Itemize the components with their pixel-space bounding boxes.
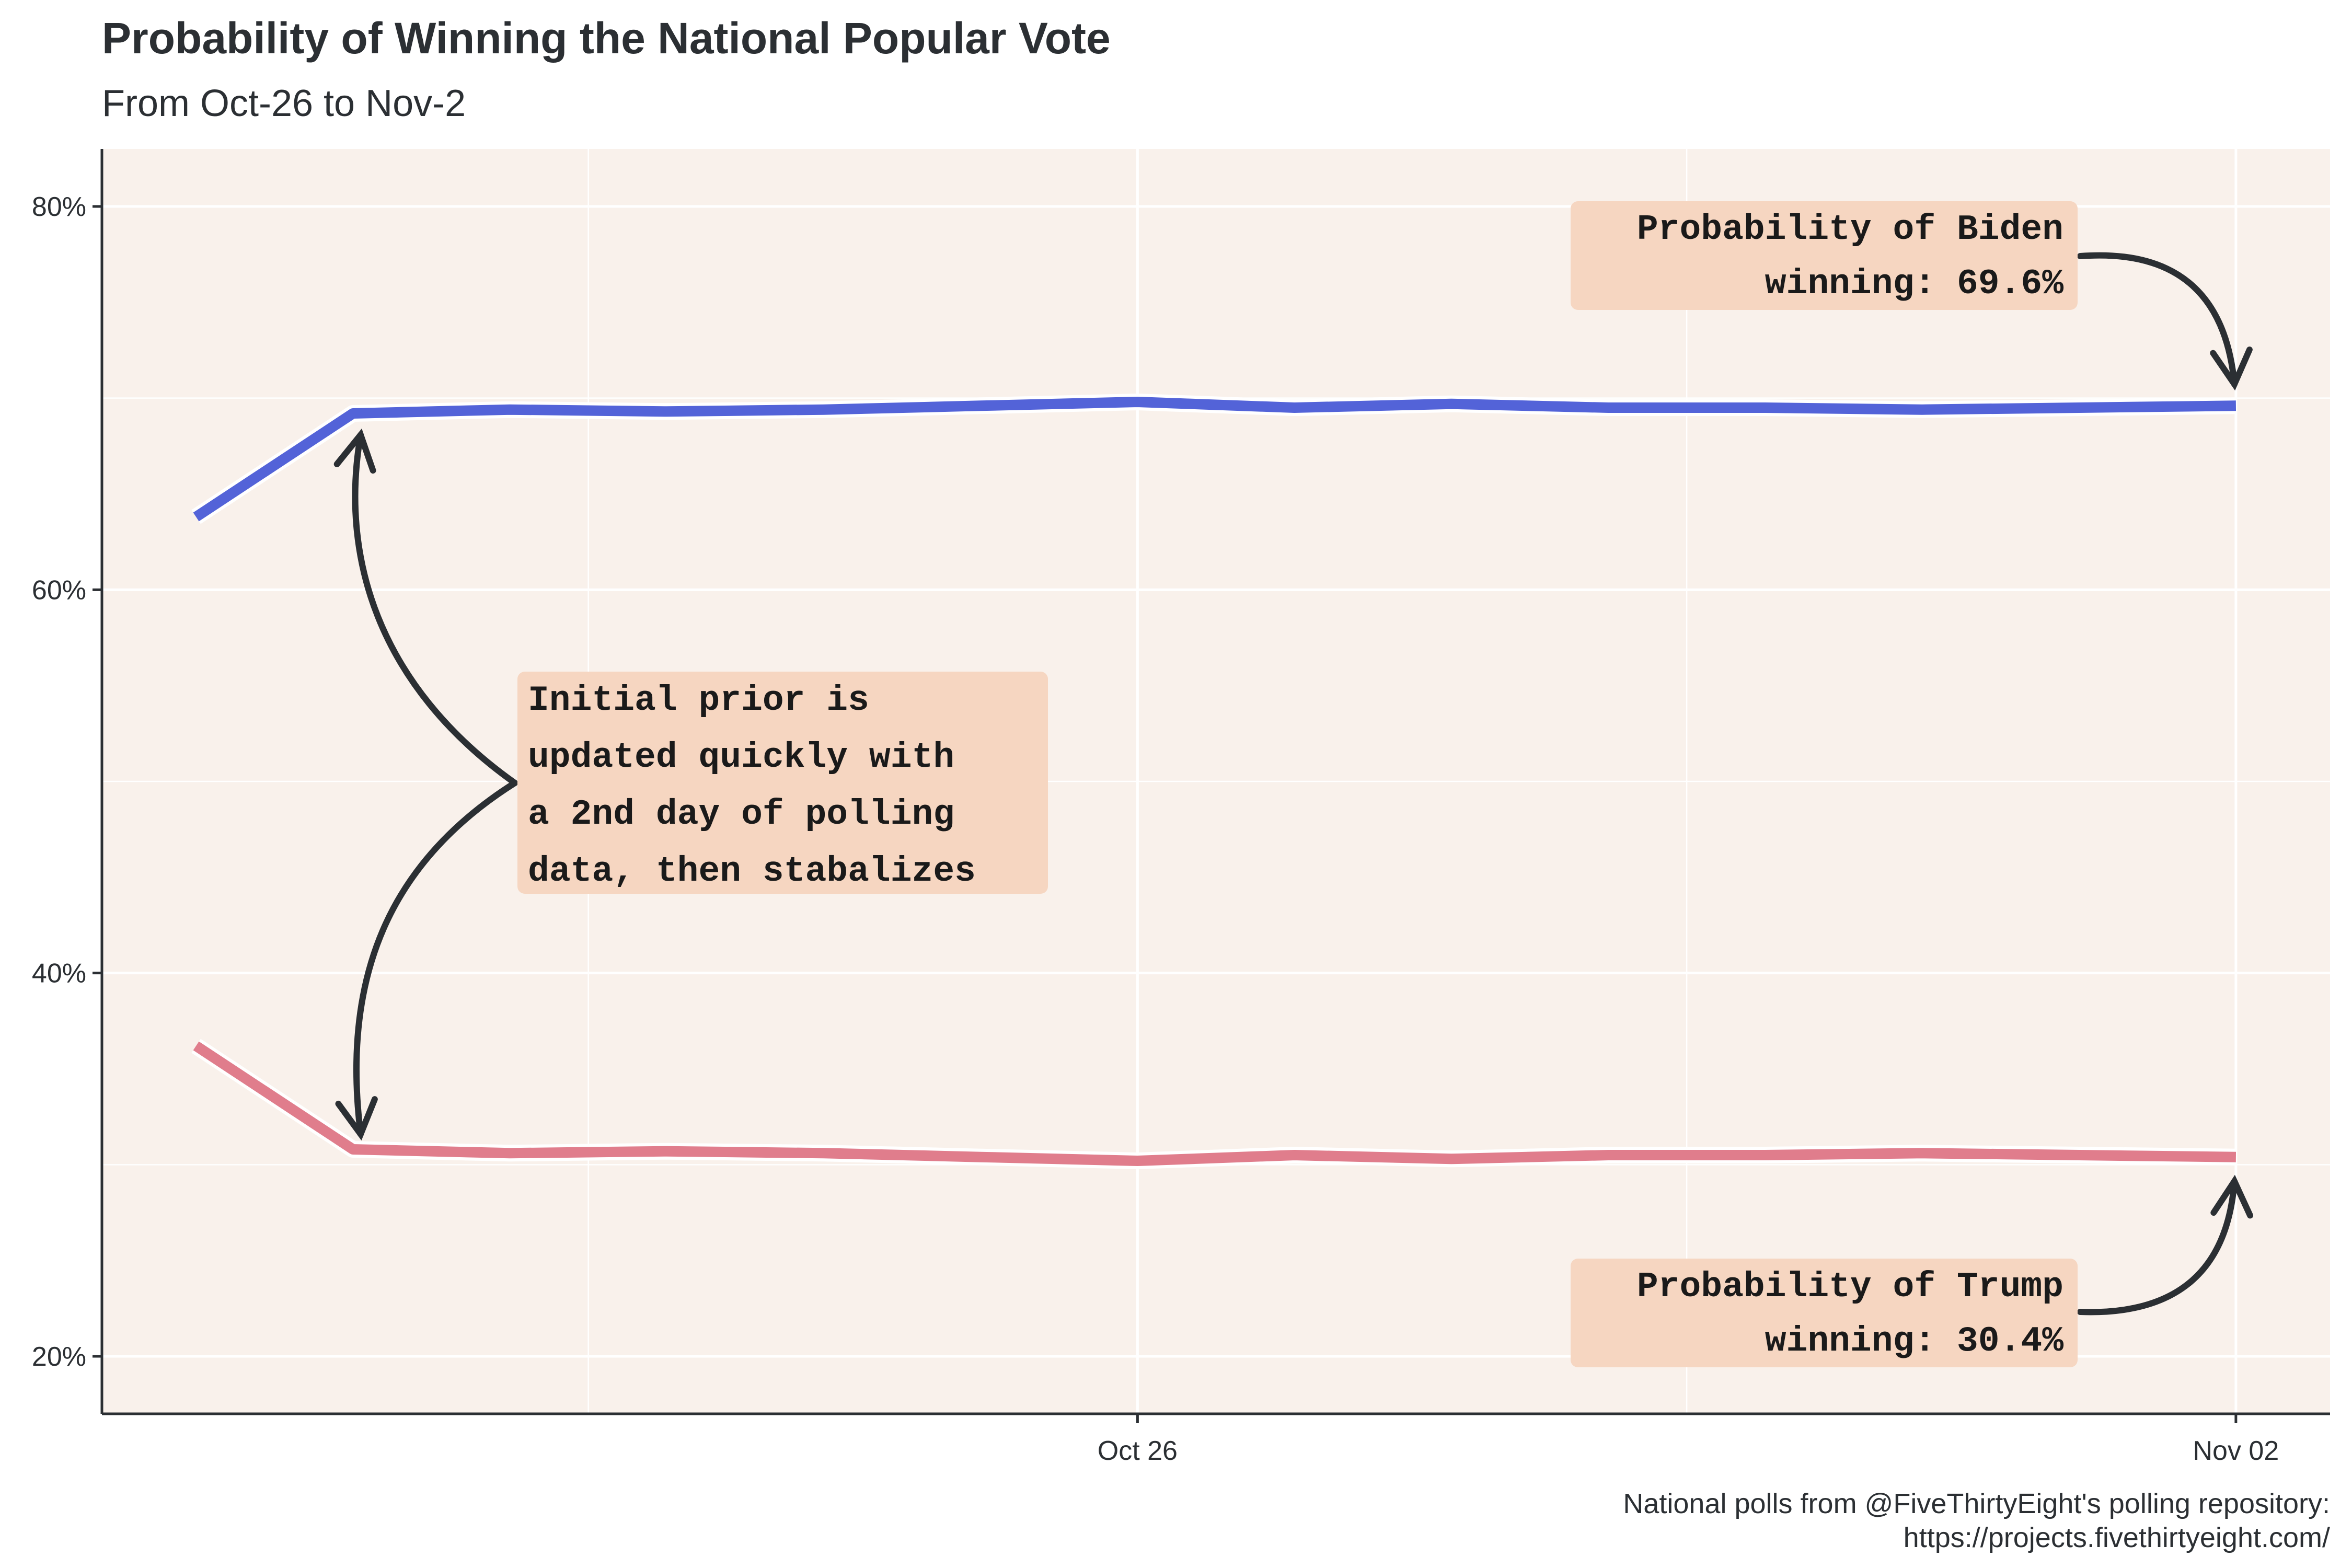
- annotation-text: Initial prior is: [528, 681, 869, 721]
- series-line-biden: [193, 397, 2236, 522]
- annotation-text: updated quickly with: [528, 737, 954, 778]
- annotation-prior-note: Initial prior is updated quickly with a 2n…: [517, 672, 1048, 894]
- annotation-text: winning: 69.6%: [1765, 264, 2063, 304]
- y-tick-label: 60%: [32, 575, 86, 605]
- annotation-box: [517, 672, 1048, 894]
- annotation-text: a 2nd day of polling: [528, 794, 954, 835]
- arrow-prior-down: [335, 780, 518, 1141]
- annotation-trump-label: Probability of Trump winning: 30.4%: [1571, 1259, 2078, 1367]
- y-tick-label: 20%: [32, 1342, 86, 1372]
- annotation-arrows: [333, 252, 2253, 1316]
- arrow-trump: [2077, 1174, 2253, 1316]
- annotation-box: [1571, 201, 2078, 310]
- arrow-prior-up: [333, 428, 518, 786]
- arrow-biden: [2077, 252, 2253, 391]
- annotation-box: [1571, 1259, 2078, 1367]
- annotation-text: Probability of Biden: [1637, 210, 2063, 250]
- chart-title: Probability of Winning the National Popu…: [102, 14, 1111, 63]
- x-tick-label: Oct 26: [1098, 1436, 1178, 1466]
- y-tick-label: 80%: [32, 192, 86, 222]
- caption-source: National polls from @FiveThirtyEight's p…: [1623, 1488, 2330, 1519]
- annotation-text: data, then stabalizes: [528, 851, 976, 892]
- annotation-biden-label: Probability of Biden winning: 69.6%: [1571, 201, 2078, 310]
- x-tick-label: Nov 02: [2193, 1436, 2279, 1466]
- chart-subtitle: From Oct-26 to Nov-2: [102, 83, 466, 124]
- axis-ticks: 20% 40% 60% 80% Oct 26 Nov 02: [32, 192, 2279, 1466]
- annotation-text: Probability of Trump: [1637, 1267, 2063, 1307]
- y-tick-label: 40%: [32, 959, 86, 989]
- annotation-text: winning: 30.4%: [1765, 1321, 2063, 1362]
- series-line-trump: [193, 1041, 2236, 1166]
- series-lines: [191, 394, 2236, 1169]
- caption-url: https://projects.fivethirtyeight.com/: [1904, 1522, 2330, 1553]
